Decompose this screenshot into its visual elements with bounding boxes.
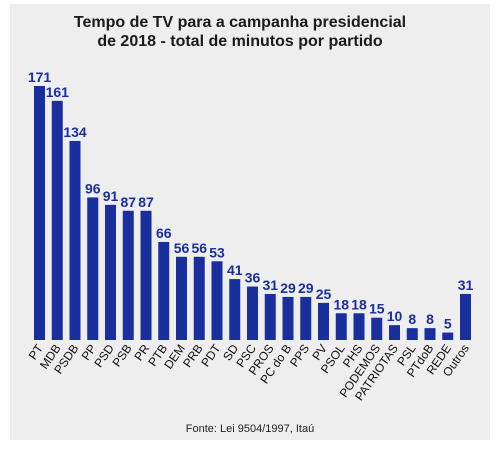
bar-podemos (371, 317, 383, 340)
bar-pv (318, 302, 329, 340)
bar-mdb (51, 100, 63, 341)
value-label: 41 (227, 262, 243, 278)
chart-title-line-1: Tempo de TV para a campanha presidencial (73, 14, 407, 31)
bar-prb (193, 256, 205, 340)
value-label: 8 (408, 311, 416, 327)
bar-psdb (69, 140, 81, 340)
chart-title: Tempo de TV para a campanha presidencial… (0, 13, 480, 51)
bar-pc-do-b (282, 296, 294, 340)
bar-psb (122, 210, 134, 340)
bar-psol (335, 313, 347, 340)
value-label: 56 (174, 240, 190, 256)
value-label: 161 (46, 84, 70, 100)
value-label: 36 (245, 270, 261, 286)
bar-psd (105, 204, 116, 340)
category-labels-group: PTMDBPSDBPPPSDPSBPRPTBDEMPRBPDTSDPSCPROS… (26, 341, 472, 403)
bar-phs (353, 313, 365, 340)
value-label: 31 (458, 277, 474, 293)
value-label: 5 (444, 316, 452, 332)
value-label: 18 (351, 296, 367, 312)
value-label: 134 (63, 124, 87, 140)
bars-group (34, 86, 471, 341)
bar-pr (140, 210, 152, 340)
bar-pros (264, 293, 276, 340)
bar-dem (176, 256, 187, 340)
value-label: 91 (103, 188, 119, 204)
value-label: 8 (426, 311, 434, 327)
bar-pp (87, 197, 99, 340)
bar-pps (300, 296, 312, 340)
value-label: 87 (120, 194, 136, 210)
bar-rede (442, 332, 454, 340)
value-label: 56 (191, 240, 207, 256)
value-label: 96 (85, 180, 101, 196)
category-label: PPS (287, 342, 312, 370)
bar-patriotas (389, 325, 400, 340)
value-label: 31 (262, 277, 278, 293)
bar-pdt (211, 261, 223, 340)
value-label: 25 (316, 286, 332, 302)
bar-sd (229, 279, 241, 340)
bar-psc (247, 286, 258, 340)
chart-title-line-2: de 2018 - total de minutos por partido (97, 33, 383, 50)
value-label: 171 (28, 69, 52, 85)
value-label: 18 (333, 296, 349, 312)
source-note: Fonte: Lei 9504/1997, Itaú (185, 423, 315, 435)
bar-ptb (158, 241, 170, 340)
bar-pt (34, 86, 45, 340)
value-label: 29 (280, 280, 296, 296)
value-label: 15 (369, 301, 385, 317)
value-label: 10 (387, 308, 403, 324)
bar-ptdob (424, 328, 436, 340)
value-label: 87 (138, 194, 154, 210)
bar-psl (406, 328, 418, 340)
value-label: 53 (209, 244, 225, 260)
value-label: 66 (156, 225, 172, 241)
value-label: 29 (298, 280, 314, 296)
bar-outros (460, 293, 471, 340)
